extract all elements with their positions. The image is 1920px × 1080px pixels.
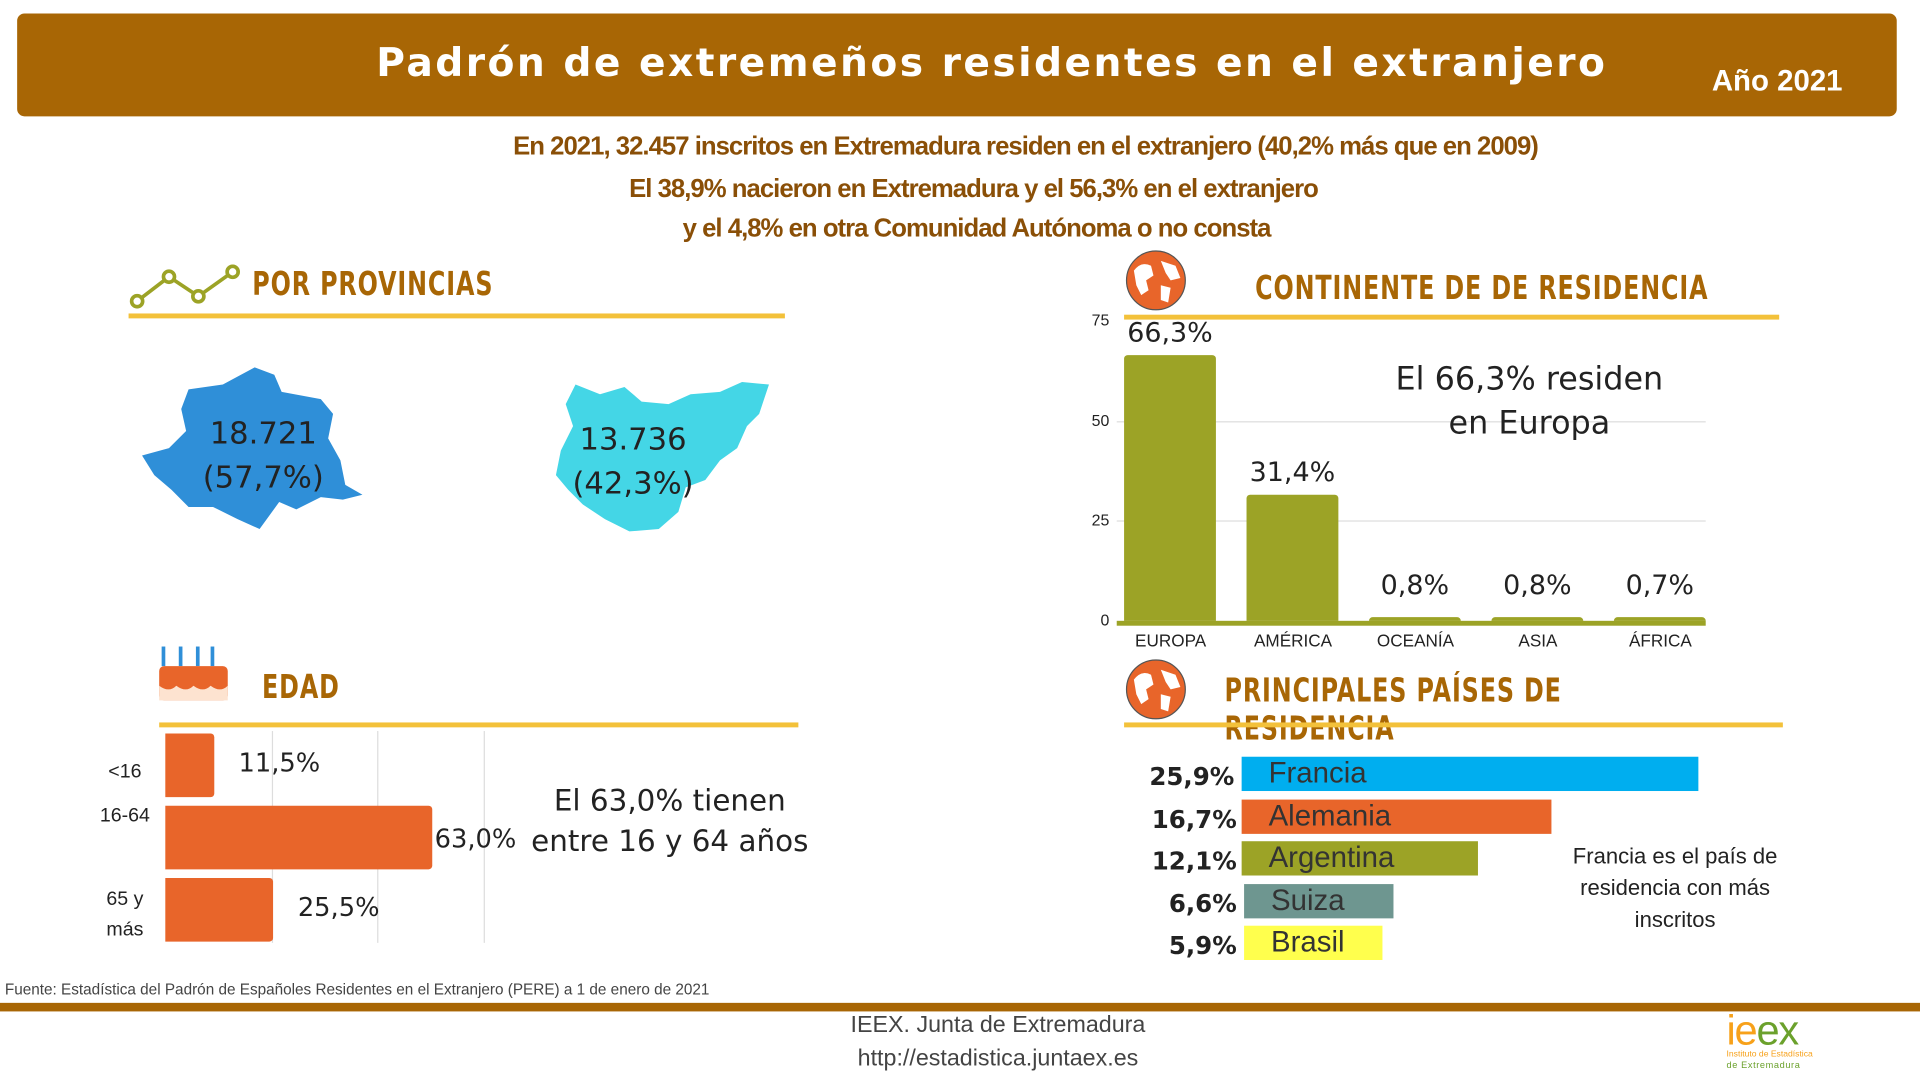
data-label: 63,0% (434, 824, 517, 854)
data-label: 25,5% (297, 892, 380, 923)
section-divider (128, 313, 785, 319)
y-tick-label: 50 (1091, 411, 1110, 430)
gridline (483, 731, 485, 943)
data-label: 66,3% (1127, 318, 1213, 350)
x-axis (1116, 620, 1706, 626)
section-title-paises: PRINCIPALES PAÍSES DE RESIDENCIA (1224, 672, 1562, 749)
age-note-line-2: entre 16 y 64 años (531, 824, 809, 859)
trend-line-icon (129, 264, 240, 309)
y-tick-label: 25 (1091, 511, 1110, 530)
bar-age-0 (165, 733, 215, 798)
data-label: 12,1% (1151, 846, 1237, 876)
ieex-logo: ieex Instituto de Estadística de Extremad… (1726, 1007, 1813, 1071)
map-caceres (142, 367, 363, 529)
x-tick-label: ASIA (1518, 630, 1558, 651)
footer-info: IEEX. Junta de Extremadura http://estadis… (735, 1009, 1262, 1075)
bar-asia (1491, 617, 1584, 621)
caceres-pct: (57,7%) (202, 459, 324, 495)
country-note: Francia es el país de residencia con más i… (1555, 840, 1795, 936)
bar-argentina: Argentina (1241, 841, 1479, 876)
section-title-provincias: POR PROVINCIAS (252, 265, 494, 304)
badajoz-pct: (42,3%) (572, 465, 694, 501)
bar-age-2 (165, 877, 274, 942)
summary-line-2: El 38,9% nacieron en Extremadura y el 56… (629, 175, 1319, 204)
footer-url[interactable]: http://estadistica.juntaex.es (857, 1045, 1139, 1072)
caceres-count: 18.721 (209, 415, 317, 451)
bar-francia: Francia (1241, 756, 1698, 792)
gridline (1116, 520, 1706, 523)
data-label: 5,9% (1168, 930, 1237, 961)
data-label: 0,8% (1503, 570, 1572, 602)
bar-age-1 (165, 805, 433, 870)
source-note: Fuente: Estadística del Padrón de Españo… (4, 980, 710, 998)
header-bar (17, 13, 1897, 117)
data-label: 25,9% (1149, 761, 1235, 792)
x-tick-label: ÁFRICA (1628, 630, 1692, 651)
bar-brasil: Brasil (1244, 925, 1383, 961)
country-note-line: residencia con más (1580, 875, 1771, 901)
bar-suiza: Suiza (1244, 883, 1394, 918)
bar-américa (1246, 495, 1339, 621)
category-label: 16-64 (99, 805, 150, 827)
data-label: 11,5% (238, 748, 321, 778)
globe-icon (1125, 659, 1186, 720)
bar-alemania: Alemania (1241, 798, 1552, 834)
page-title: Padrón de extremeños residentes en el ex… (376, 39, 1608, 86)
age-note-line-1: El 63,0% tienen (553, 783, 786, 818)
summary-line-1: En 2021, 32.457 inscritos en Extremadura… (513, 132, 1539, 161)
x-tick-label: OCEANÍA (1376, 630, 1455, 651)
y-tick-label: 75 (1091, 311, 1110, 330)
data-label: 0,8% (1380, 570, 1450, 602)
year-label: Año 2021 (1711, 64, 1843, 98)
data-label: 6,6% (1168, 888, 1237, 918)
map-badajoz (555, 382, 769, 532)
age-note: El 63,0% tienen entre 16 y 64 años (529, 781, 811, 862)
data-label: 0,7% (1625, 570, 1695, 602)
bar-europa (1124, 355, 1216, 621)
data-label: 16,7% (1151, 803, 1237, 834)
country-note-line: inscritos (1634, 907, 1716, 932)
section-divider (1124, 314, 1780, 320)
section-title-edad: EDAD (262, 668, 340, 707)
section-divider (1124, 722, 1783, 728)
data-label: 31,4% (1249, 458, 1336, 490)
category-label: <16 (108, 761, 142, 783)
footer-bar (0, 1002, 1920, 1012)
x-tick-label: AMÉRICA (1253, 630, 1333, 651)
bar-áfrica (1613, 617, 1706, 621)
badajoz-count: 13.736 (579, 421, 687, 457)
summary-line-3: y el 4,8% en otra Comunidad Autónoma o n… (682, 214, 1272, 243)
bar-oceanía (1368, 617, 1461, 621)
section-divider (159, 722, 799, 728)
caceres-value: 18.721 (57,7%) (184, 411, 343, 499)
badajoz-value: 13.736 (42,3%) (553, 418, 712, 506)
y-tick-label: 0 (1100, 611, 1110, 630)
footer-org: IEEX. Junta de Extremadura (850, 1012, 1146, 1039)
x-tick-label: EUROPA (1135, 630, 1207, 651)
continent-note: El 66,3% residen en Europa (1371, 358, 1687, 446)
gridline (1116, 420, 1706, 423)
section-title-continente: CONTINENTE DE DE RESIDENCIA (1255, 269, 1709, 308)
birthday-cake-icon (159, 646, 228, 701)
continent-note-line-2: en Europa (1448, 405, 1611, 443)
globe-icon (1125, 250, 1186, 311)
country-note-line: Francia es el país de (1572, 843, 1778, 869)
continent-note-line-1: El 66,3% residen (1395, 361, 1664, 398)
category-label: 65 y más (106, 888, 144, 941)
